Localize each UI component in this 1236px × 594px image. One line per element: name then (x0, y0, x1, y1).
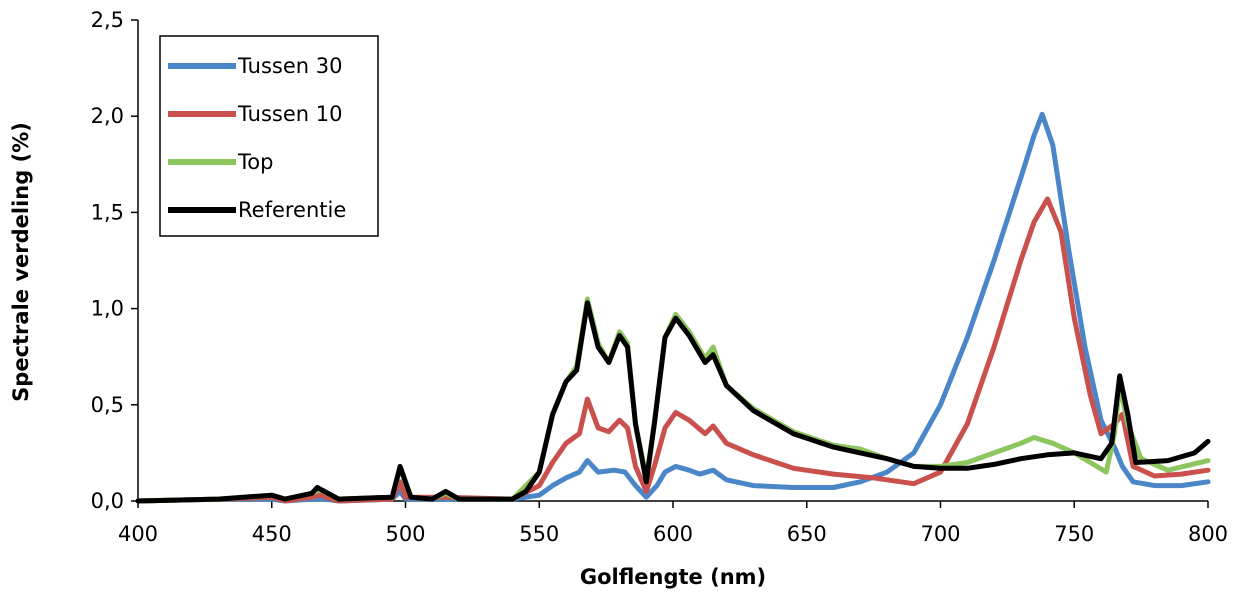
x-tick-label: 600 (653, 522, 693, 546)
plot-area: 400 450 500 550 600 650 700 750 800 0,0 0,5 1,0 1,5… (91, 8, 1228, 546)
legend-box (159, 35, 379, 237)
x-tick-label: 450 (252, 522, 292, 546)
x-tick-label: 550 (519, 522, 559, 546)
y-axis-title: Spectrale verdeling (%) (9, 122, 33, 402)
legend: Tussen 30 Tussen 10 Top Referentie (159, 35, 379, 237)
x-tick-label: 500 (385, 522, 425, 546)
legend-label-top: Top (237, 150, 273, 174)
series-line-referentie (135, 300, 1211, 504)
legend-label-tussen-10: Tussen 10 (237, 102, 342, 126)
x-tick-label: 650 (787, 522, 827, 546)
y-ticks: 0,0 0,5 1,0 1,5 2,0 2,5 (91, 8, 138, 513)
x-axis-title: Golflengte (nm) (580, 565, 766, 589)
y-tick-label: 1,0 (91, 297, 124, 321)
x-tick-label: 800 (1188, 522, 1228, 546)
y-tick-label: 1,5 (91, 200, 124, 224)
legend-label-referentie: Referentie (238, 198, 346, 222)
x-tick-label: 700 (920, 522, 960, 546)
series-group (135, 111, 1211, 504)
series-line-top (135, 296, 1211, 504)
y-tick-label: 2,5 (91, 8, 124, 32)
x-tick-label: 750 (1054, 522, 1094, 546)
y-tick-label: 2,0 (91, 104, 124, 128)
y-tick-label: 0,0 (91, 489, 124, 513)
legend-label-tussen-30: Tussen 30 (237, 54, 342, 78)
y-tick-label: 0,5 (91, 393, 124, 417)
x-ticks: 400 450 500 550 600 650 700 750 800 (118, 501, 1228, 546)
series-line-tussen-10 (135, 196, 1211, 504)
x-tick-label: 400 (118, 522, 158, 546)
